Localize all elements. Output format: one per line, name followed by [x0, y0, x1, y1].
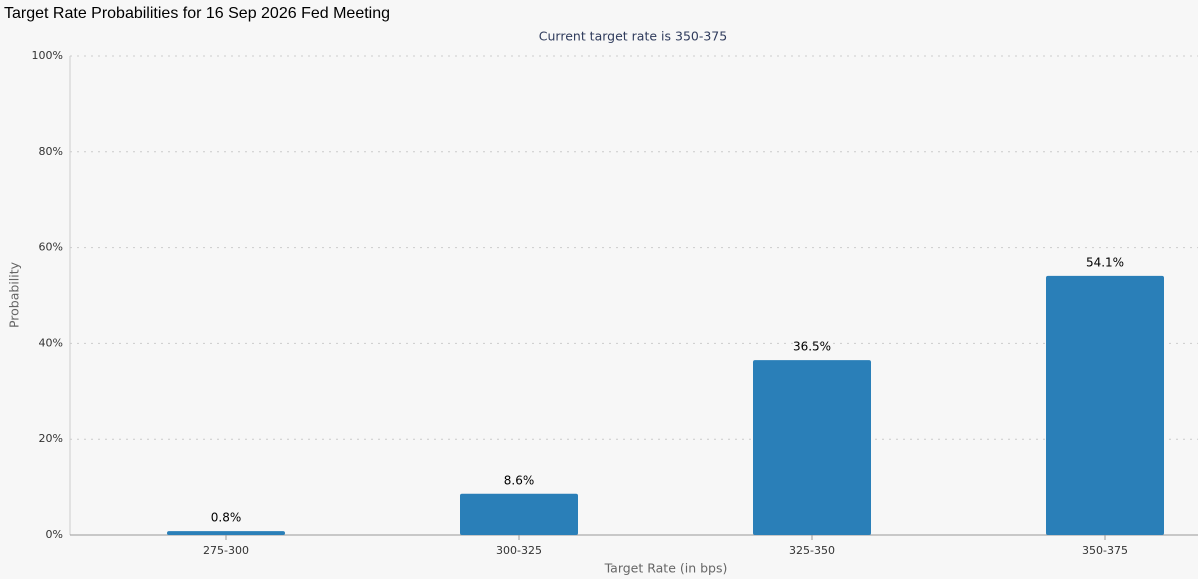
chart-subtitle: Current target rate is 350-375 [539, 29, 727, 44]
y-tick-label: 60% [39, 241, 63, 254]
x-tick-label: 275-300 [203, 544, 249, 557]
x-tick-label: 350-375 [1082, 544, 1128, 557]
value-label: 0.8% [211, 511, 242, 525]
bar [167, 531, 285, 535]
bar [1046, 275, 1164, 535]
y-tick-label: 80% [39, 145, 63, 158]
y-tick-label: 40% [39, 336, 63, 349]
y-tick-label: 100% [32, 49, 63, 62]
value-label: 54.1% [1086, 255, 1124, 269]
bar [753, 360, 871, 535]
value-label: 36.5% [793, 340, 831, 354]
y-axis-label: Probability [7, 261, 22, 328]
bar [460, 493, 578, 535]
y-tick-label: 20% [39, 432, 63, 445]
x-axis-label: Target Rate (in bps) [604, 561, 728, 576]
y-tick-label: 0% [46, 528, 63, 541]
x-tick-label: 300-325 [496, 544, 542, 557]
value-label: 8.6% [504, 473, 535, 487]
x-tick-label: 325-350 [789, 544, 835, 557]
chart-title: Target Rate Probabilities for 16 Sep 202… [4, 5, 390, 22]
